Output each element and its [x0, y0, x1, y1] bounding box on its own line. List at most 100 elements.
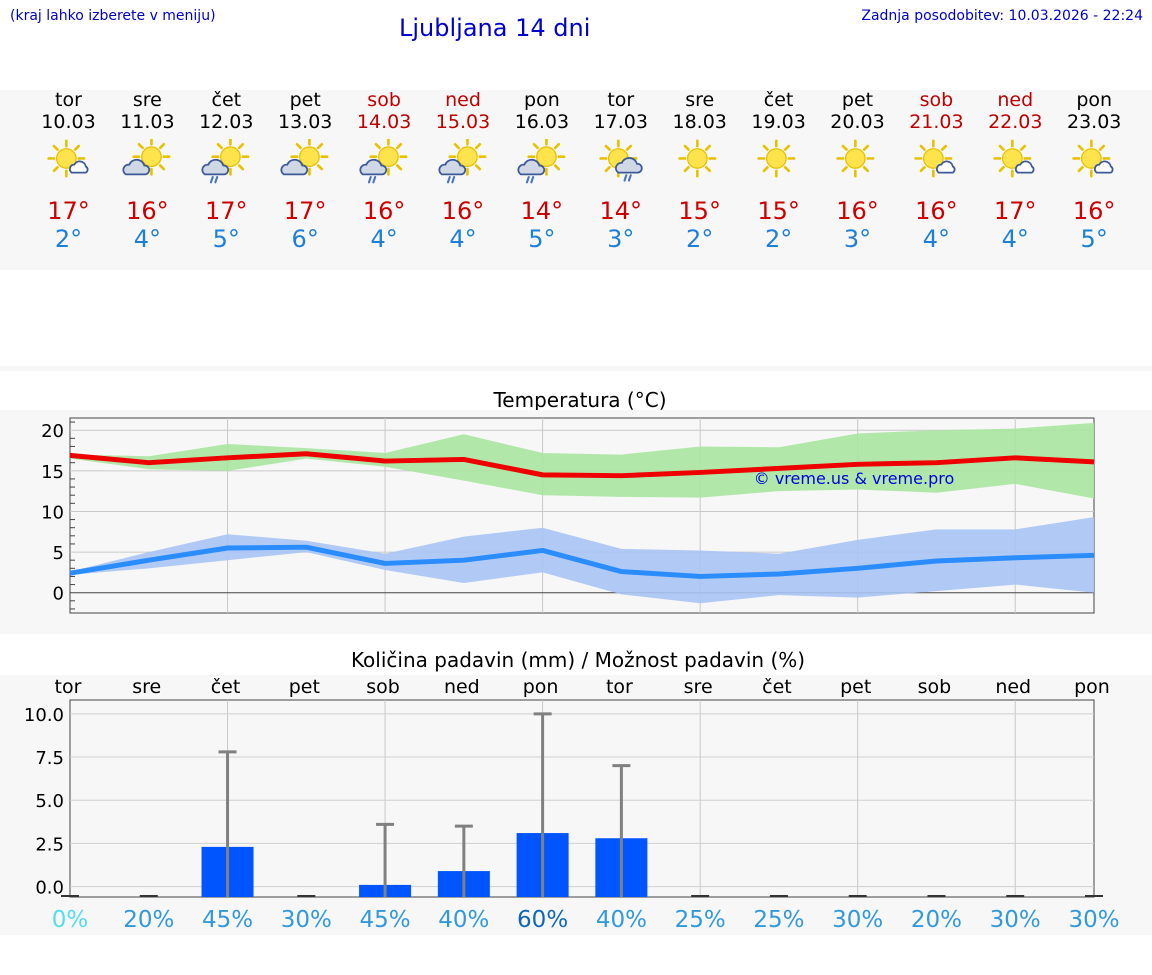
- day-label: sob: [918, 676, 952, 698]
- cloud-sun-icon: [280, 139, 329, 176]
- day-date: 17.03: [593, 111, 648, 133]
- precip-probability: 20%: [123, 907, 174, 933]
- day-date: 19.03: [751, 111, 806, 133]
- day-label: pet: [840, 676, 871, 698]
- precip-probability: 30%: [990, 907, 1041, 933]
- sun-part: [527, 139, 566, 176]
- day-label: pet: [289, 676, 320, 698]
- sun-part: [678, 139, 717, 178]
- day-date: 13.03: [277, 111, 333, 133]
- divider: [0, 366, 1152, 371]
- cloud-sun-rain-icon: [438, 139, 487, 184]
- precip-probability: 45%: [202, 907, 253, 933]
- temp-min: 5°: [212, 225, 240, 253]
- location-hint[interactable]: (kraj lahko izberete v meniju): [10, 8, 216, 24]
- y-tick-label: 0: [53, 584, 64, 605]
- day-name: sob: [367, 89, 401, 111]
- day-name: pet: [841, 89, 874, 111]
- precip-probability: 60%: [517, 907, 568, 933]
- precip-probability: 40%: [596, 907, 647, 933]
- cloud-sun-rain-icon: [201, 139, 250, 184]
- temp-max: 14°: [520, 197, 564, 225]
- day-date: 15.03: [435, 111, 491, 133]
- temp-max: 16°: [126, 197, 169, 225]
- day-column: čet 19.03: [739, 89, 818, 185]
- sun-part: [993, 139, 1032, 178]
- temp-min: 4°: [133, 225, 162, 253]
- sun-part: [756, 139, 795, 178]
- max-temp-range-band: [70, 422, 1094, 499]
- sun-cloud-rain-icon: [599, 139, 643, 182]
- day-name: tor: [55, 89, 82, 111]
- precip-probability: 30%: [1068, 907, 1119, 933]
- temp-max: 17°: [205, 197, 248, 225]
- day-label: tor: [55, 676, 82, 698]
- precip-probability: 25%: [753, 907, 804, 933]
- sun-cloud-icon: [46, 139, 88, 178]
- precip-probability: 20%: [911, 907, 962, 933]
- day-name: ned: [997, 89, 1034, 111]
- precip-probability: 30%: [281, 907, 332, 933]
- temp-min: 4°: [370, 225, 398, 253]
- day-name: pon: [524, 89, 560, 111]
- day-column: pon 16.03: [502, 89, 581, 185]
- temp-min: 3°: [843, 225, 872, 253]
- y-tick-label: 10: [41, 502, 64, 523]
- temp-max: 17°: [994, 197, 1037, 225]
- temp-min: 5°: [1080, 225, 1108, 253]
- forecast-panel: [0, 90, 1152, 270]
- day-date: 10.03: [41, 111, 96, 133]
- day-label: ned: [444, 676, 480, 698]
- y-tick-label: 5.0: [35, 791, 64, 812]
- temp-min: 3°: [607, 225, 635, 253]
- temp-min: 2°: [764, 225, 793, 253]
- temp-max: 16°: [441, 197, 485, 225]
- last-updated: Zadnja posodobitev: 10.03.2026 - 22:24: [861, 8, 1143, 24]
- day-label: pon: [523, 676, 559, 698]
- day-date: 16.03: [514, 111, 570, 133]
- temperature-chart: 0 5 10 15 20 © vreme.us & vreme.pro: [41, 417, 1095, 614]
- temp-max: 16°: [1072, 197, 1116, 225]
- temp-min: 5°: [528, 225, 556, 253]
- sun-cloud-icon: [993, 139, 1035, 178]
- temp-min: 6°: [291, 225, 319, 253]
- precip-probability: 25%: [675, 907, 726, 933]
- cloud-sun-icon: [122, 139, 171, 176]
- y-tick-label: 0.0: [35, 878, 64, 899]
- day-name: sre: [685, 89, 715, 111]
- day-column: sre 18.03: [660, 89, 739, 185]
- day-name: pet: [289, 89, 321, 111]
- temp-max: 15°: [678, 197, 721, 225]
- day-date: 20.03: [830, 111, 885, 133]
- precipitation-chart: tor sre čet pet sob ned pon tor sre čet pet sob ned p…: [24, 676, 1120, 933]
- sun-part: [132, 139, 171, 176]
- day-column: pon 23.03: [1055, 89, 1134, 185]
- cloud-sun-rain-icon: [359, 139, 408, 184]
- day-name: čet: [763, 89, 794, 111]
- precip-probability: 45%: [360, 907, 411, 933]
- temp-min: 4°: [1001, 225, 1029, 253]
- y-tick-label: 15: [41, 462, 64, 483]
- day-date: 18.03: [672, 111, 727, 133]
- day-column: pet 13.03: [266, 89, 345, 185]
- temp-min: 4°: [922, 225, 951, 253]
- sun-part: [369, 139, 408, 176]
- day-name: sre: [132, 89, 162, 111]
- temp-max: 15°: [757, 197, 800, 225]
- day-column: čet 12.03: [187, 89, 266, 185]
- temp-min: 2°: [686, 225, 714, 253]
- day-date: 23.03: [1066, 111, 1122, 133]
- min-temp-line: [69, 544, 1095, 579]
- sun-cloud-icon: [914, 139, 956, 178]
- day-label: tor: [606, 676, 633, 698]
- precip-probability: 0%: [52, 907, 89, 933]
- temp-max: 14°: [599, 197, 643, 225]
- sun-part: [835, 139, 874, 178]
- day-date: 11.03: [120, 111, 175, 133]
- day-date: 14.03: [356, 111, 412, 133]
- max-temp-line: [69, 451, 1095, 479]
- temp-max: 17°: [47, 197, 90, 225]
- temp-min: 2°: [54, 225, 83, 253]
- y-tick-label: 5: [53, 543, 64, 564]
- sun-icon: [756, 139, 795, 178]
